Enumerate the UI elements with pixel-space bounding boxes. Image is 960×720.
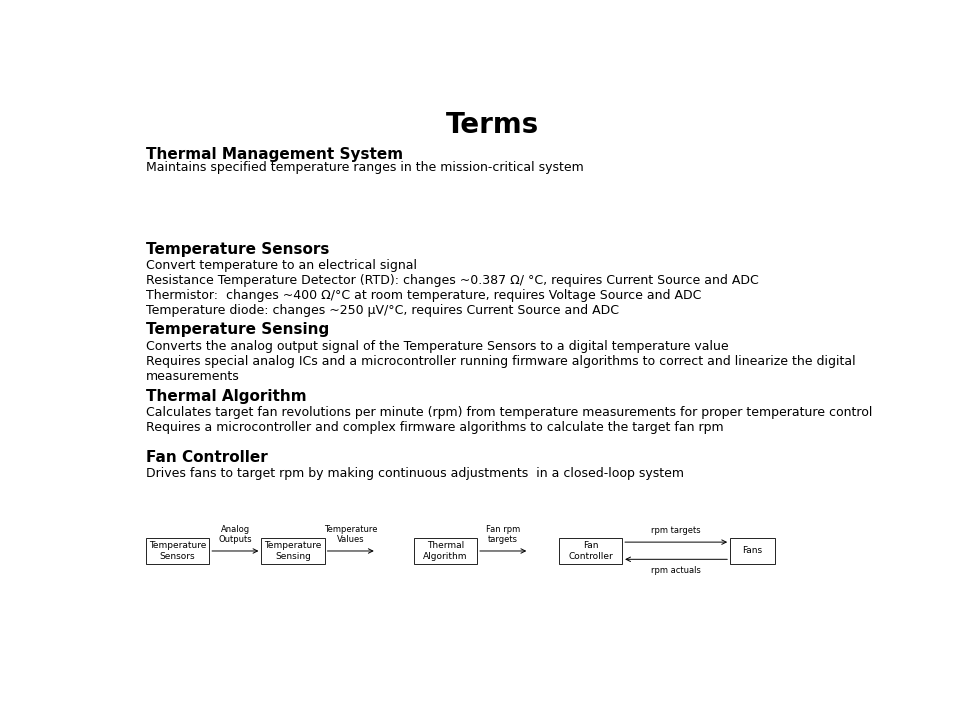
FancyBboxPatch shape <box>261 538 324 564</box>
FancyBboxPatch shape <box>414 538 477 564</box>
Text: Thermal Algorithm: Thermal Algorithm <box>146 389 306 403</box>
FancyBboxPatch shape <box>146 538 209 564</box>
FancyBboxPatch shape <box>559 538 622 564</box>
Text: Thermistor:  changes ~400 Ω/°C at room temperature, requires Voltage Source and : Thermistor: changes ~400 Ω/°C at room te… <box>146 289 702 302</box>
Text: Terms: Terms <box>445 112 539 140</box>
Text: Temperature
Sensing: Temperature Sensing <box>264 541 322 561</box>
FancyBboxPatch shape <box>730 538 775 564</box>
Text: Converts the analog output signal of the Temperature Sensors to a digital temper: Converts the analog output signal of the… <box>146 340 729 353</box>
Text: Temperature Sensors: Temperature Sensors <box>146 242 329 256</box>
Text: Resistance Temperature Detector (RTD): changes ~0.387 Ω/ °C, requires Current So: Resistance Temperature Detector (RTD): c… <box>146 274 758 287</box>
Text: Convert temperature to an electrical signal: Convert temperature to an electrical sig… <box>146 259 417 272</box>
Text: Fan Controller: Fan Controller <box>146 449 268 464</box>
Text: Requires a microcontroller and complex firmware algorithms to calculate the targ: Requires a microcontroller and complex f… <box>146 421 724 434</box>
Text: rpm targets: rpm targets <box>651 526 701 536</box>
Text: Fans: Fans <box>742 546 762 556</box>
Text: Thermal
Algorithm: Thermal Algorithm <box>423 541 468 561</box>
Text: Drives fans to target rpm by making continuous adjustments  in a closed-loop sys: Drives fans to target rpm by making cont… <box>146 467 684 480</box>
Text: Temperature diode: changes ~250 μV/°C, requires Current Source and ADC: Temperature diode: changes ~250 μV/°C, r… <box>146 305 619 318</box>
Text: Calculates target fan revolutions per minute (rpm) from temperature measurements: Calculates target fan revolutions per mi… <box>146 406 873 419</box>
Text: Requires special analog ICs and a microcontroller running firmware algorithms to: Requires special analog ICs and a microc… <box>146 355 855 383</box>
Text: Temperature
Sensors: Temperature Sensors <box>149 541 206 561</box>
Text: rpm actuals: rpm actuals <box>651 566 701 575</box>
Text: Thermal Management System: Thermal Management System <box>146 148 403 163</box>
Text: Analog
Outputs: Analog Outputs <box>219 525 252 544</box>
Text: Fan rpm
targets: Fan rpm targets <box>486 525 520 544</box>
Text: Maintains specified temperature ranges in the mission-critical system: Maintains specified temperature ranges i… <box>146 161 584 174</box>
Text: Temperature Sensing: Temperature Sensing <box>146 322 329 337</box>
Text: Temperature
Values: Temperature Values <box>324 525 377 544</box>
Text: Fan
Controller: Fan Controller <box>568 541 612 561</box>
